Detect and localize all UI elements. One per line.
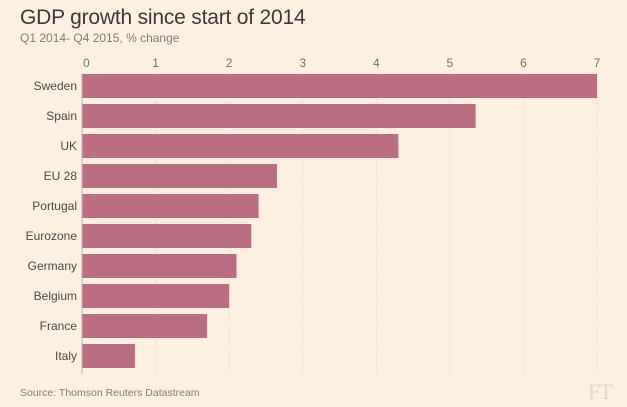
bar-uk	[82, 134, 399, 158]
x-tick-label-5: 5	[447, 56, 454, 70]
x-tick-label-6: 6	[520, 56, 527, 70]
bar-italy	[82, 344, 135, 368]
category-label-eurozone: Eurozone	[26, 229, 78, 243]
x-tick-label-4: 4	[373, 56, 380, 70]
ft-logo: FT	[588, 379, 613, 404]
bar-spain	[82, 104, 476, 128]
category-label-sweden: Sweden	[34, 79, 77, 93]
x-tick-label-0: 0	[83, 56, 90, 70]
bar-belgium	[82, 284, 230, 308]
bar-germany	[82, 254, 237, 278]
category-label-italy: Italy	[55, 349, 77, 363]
chart-title: GDP growth since start of 2014	[20, 6, 306, 29]
category-label-germany: Germany	[28, 259, 77, 273]
x-tick-label-3: 3	[299, 56, 306, 70]
bar-sweden	[82, 74, 597, 98]
chart-subtitle: Q1 2014- Q4 2015, % change	[20, 31, 180, 45]
bar-eurozone	[82, 224, 252, 248]
category-label-eu-28: EU 28	[44, 169, 78, 183]
category-label-portugal: Portugal	[32, 199, 77, 213]
category-label-belgium: Belgium	[34, 289, 77, 303]
bar-portugal	[82, 194, 259, 218]
category-label-spain: Spain	[46, 109, 77, 123]
category-label-france: France	[40, 319, 78, 333]
x-tick-label-7: 7	[594, 56, 601, 70]
bar-france	[82, 314, 208, 338]
x-tick-label-1: 1	[152, 56, 159, 70]
category-label-uk: UK	[60, 139, 77, 153]
x-tick-label-2: 2	[226, 56, 233, 70]
source-note: Source: Thomson Reuters Datastream	[20, 387, 200, 399]
bar-eu-28	[82, 164, 277, 188]
